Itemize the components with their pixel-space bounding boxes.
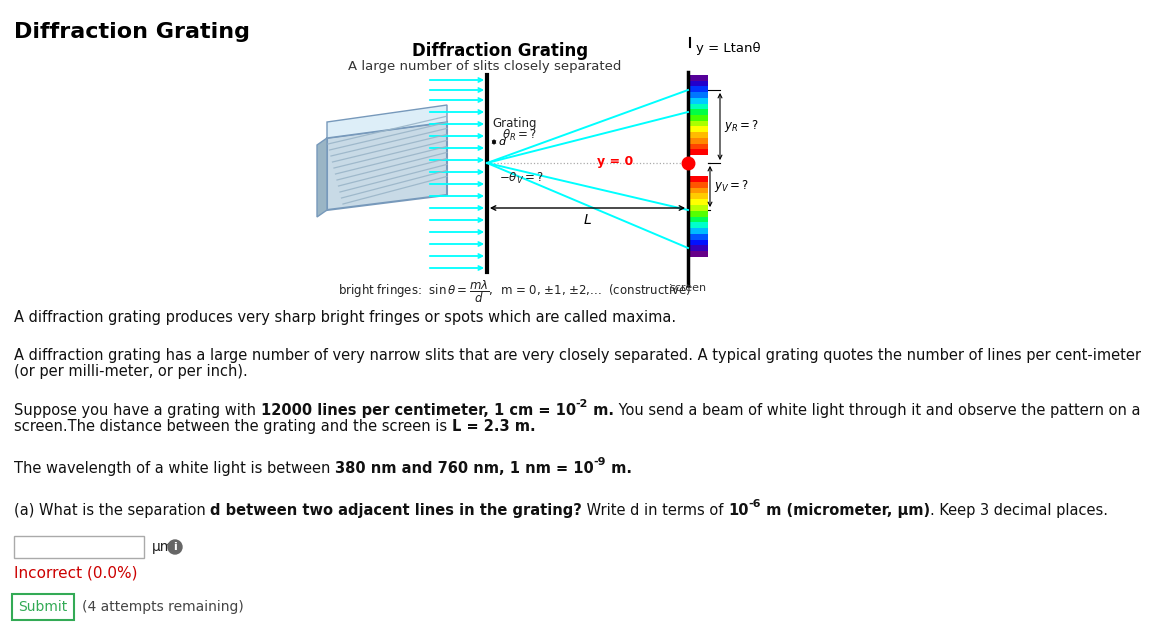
Text: m (micrometer, μm): m (micrometer, μm) [762, 503, 931, 518]
Text: 1.1111: 1.1111 [20, 540, 68, 554]
Text: d: d [498, 137, 505, 147]
Polygon shape [317, 138, 327, 217]
Bar [688, 75, 707, 81]
Bar [688, 109, 707, 115]
Bar [688, 245, 707, 251]
Text: A large number of slits closely separated: A large number of slits closely separate… [348, 60, 622, 73]
Bar [688, 121, 707, 126]
Text: m.: m. [588, 403, 614, 418]
Text: d between two adjacent lines in the grating?: d between two adjacent lines in the grat… [210, 503, 583, 518]
Text: -2: -2 [576, 399, 588, 409]
Text: Diffraction Grating: Diffraction Grating [14, 22, 250, 42]
Text: $y_V = ?$: $y_V = ?$ [714, 178, 749, 195]
Text: $-\theta_V = ?$: $-\theta_V = ?$ [499, 171, 543, 186]
FancyBboxPatch shape [14, 536, 144, 558]
Text: A diffraction grating produces very sharp bright fringes or spots which are call: A diffraction grating produces very shar… [14, 310, 676, 325]
Bar [688, 87, 707, 92]
Bar [688, 188, 707, 193]
Text: y = Ltanθ: y = Ltanθ [696, 42, 761, 55]
Bar [688, 222, 707, 228]
Bar [688, 176, 707, 182]
Text: (a) What is the separation: (a) What is the separation [14, 503, 210, 518]
Text: $y_R = ?$: $y_R = ?$ [724, 119, 759, 135]
Bar [688, 251, 707, 257]
Text: bright fringes:  $\sin\theta = \dfrac{m\lambda}{d}$,  m = 0, ±1, ±2,...  (constr: bright fringes: $\sin\theta = \dfrac{m\l… [338, 278, 691, 305]
Text: Diffraction Grating: Diffraction Grating [412, 42, 588, 60]
Bar [688, 240, 707, 245]
Text: L = 2.3 m.: L = 2.3 m. [452, 419, 535, 434]
Text: Write d in terms of: Write d in terms of [583, 503, 728, 518]
Circle shape [168, 540, 181, 554]
Text: i: i [173, 542, 177, 552]
Text: μm: μm [151, 540, 175, 554]
Text: (4 attempts remaining): (4 attempts remaining) [82, 600, 244, 614]
Bar [688, 193, 707, 199]
Bar [688, 210, 707, 217]
Bar [688, 115, 707, 121]
Text: 12000 lines per centimeter, 1 cm = 10: 12000 lines per centimeter, 1 cm = 10 [260, 403, 576, 418]
Bar [688, 98, 707, 104]
Text: -9: -9 [594, 457, 606, 467]
Text: $\theta_R = ?$: $\theta_R = ?$ [502, 128, 538, 143]
Text: The wavelength of a white light is between: The wavelength of a white light is betwe… [14, 461, 335, 476]
Text: screen.The distance between the grating and the screen is: screen.The distance between the grating … [14, 419, 452, 434]
Text: y = 0: y = 0 [596, 155, 633, 169]
Text: 10: 10 [728, 503, 749, 518]
Bar [688, 217, 707, 222]
Text: 380 nm and 760 nm, 1 nm = 10: 380 nm and 760 nm, 1 nm = 10 [335, 461, 594, 476]
Text: Suppose you have a grating with: Suppose you have a grating with [14, 403, 260, 418]
Bar [688, 126, 707, 132]
Text: . Keep 3 decimal places.: . Keep 3 decimal places. [931, 503, 1109, 518]
Polygon shape [327, 105, 447, 138]
Text: L: L [584, 213, 592, 227]
Text: m.: m. [606, 461, 632, 476]
Bar [688, 92, 707, 98]
Bar [688, 138, 707, 143]
Text: A diffraction grating has a large number of very narrow slits that are very clos: A diffraction grating has a large number… [14, 348, 1141, 363]
Bar [688, 149, 707, 155]
Text: Incorrect (0.0%): Incorrect (0.0%) [14, 566, 138, 581]
Text: -6: -6 [749, 499, 762, 509]
Bar [688, 234, 707, 240]
Bar [688, 182, 707, 188]
Bar [688, 199, 707, 205]
Bar [688, 81, 707, 87]
Text: Submit: Submit [18, 600, 67, 614]
FancyBboxPatch shape [12, 594, 74, 620]
Bar [688, 132, 707, 138]
Text: (or per milli-meter, or per inch).: (or per milli-meter, or per inch). [14, 364, 247, 379]
Bar [688, 205, 707, 210]
Bar [688, 143, 707, 149]
Text: Grating: Grating [492, 117, 536, 130]
Polygon shape [327, 122, 447, 210]
Bar [688, 104, 707, 109]
Text: You send a beam of white light through it and observe the pattern on a: You send a beam of white light through i… [614, 403, 1141, 418]
Bar [688, 228, 707, 234]
Text: screen: screen [669, 283, 706, 293]
